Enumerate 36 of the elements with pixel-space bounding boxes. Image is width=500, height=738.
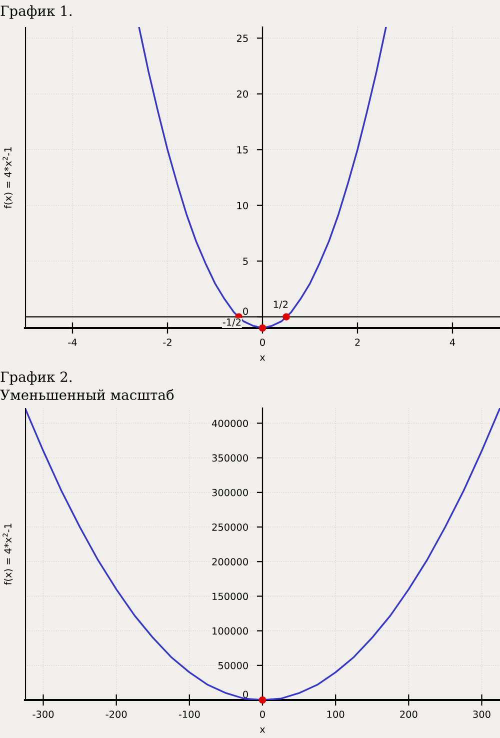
x-tick-label: -2 (163, 338, 172, 346)
annotation: -1/2 (222, 318, 241, 327)
x-tick-label: 0 (260, 710, 265, 718)
x-tick-label: 300 (473, 710, 490, 718)
y-tick-label: 0 (243, 308, 248, 315)
x-axis-title: x (260, 727, 266, 733)
y-tick-label: 350000 (212, 454, 248, 462)
y-axis-title: f(x) = 4*x$^{2}$-1 (2, 524, 13, 585)
chart-subtitle: Уменьшенный масштаб (0, 389, 174, 400)
y-tick-label: 25 (236, 34, 248, 42)
chart-title: График 2. (0, 371, 72, 385)
y-tick-label: 15 (237, 146, 248, 154)
x-tick-label: 4 (450, 338, 456, 346)
x-tick-label: 200 (400, 710, 418, 718)
x-tick-label: -4 (68, 338, 77, 346)
x-tick-label: -300 (32, 710, 54, 718)
annotation: 1/2 (274, 300, 288, 309)
y-axis-title: f(x) = 4*x$^{2}$-1 (2, 147, 13, 208)
y-tick-label: 100000 (212, 627, 248, 635)
chart-title: График 1. (0, 5, 72, 19)
y-tick-label: 300000 (212, 488, 248, 496)
y-tick-label: 200000 (212, 558, 248, 566)
y-tick-label: 0 (243, 690, 248, 698)
y-tick-label: 50000 (218, 662, 248, 670)
y-tick-label: 400000 (212, 420, 248, 428)
x-tick-label: -100 (178, 710, 200, 718)
x-tick-label: 2 (355, 338, 360, 346)
x-tick-label: 0 (260, 338, 265, 346)
y-tick-label: 250000 (212, 523, 248, 531)
x-tick-label: -200 (106, 710, 127, 718)
x-axis-title: x (260, 355, 266, 361)
x-tick-label: 100 (327, 710, 344, 718)
y-tick-label: 20 (236, 90, 248, 98)
y-tick-label: 10 (237, 202, 248, 210)
y-tick-label: 150000 (212, 592, 248, 600)
y-tick-label: 5 (243, 258, 248, 265)
